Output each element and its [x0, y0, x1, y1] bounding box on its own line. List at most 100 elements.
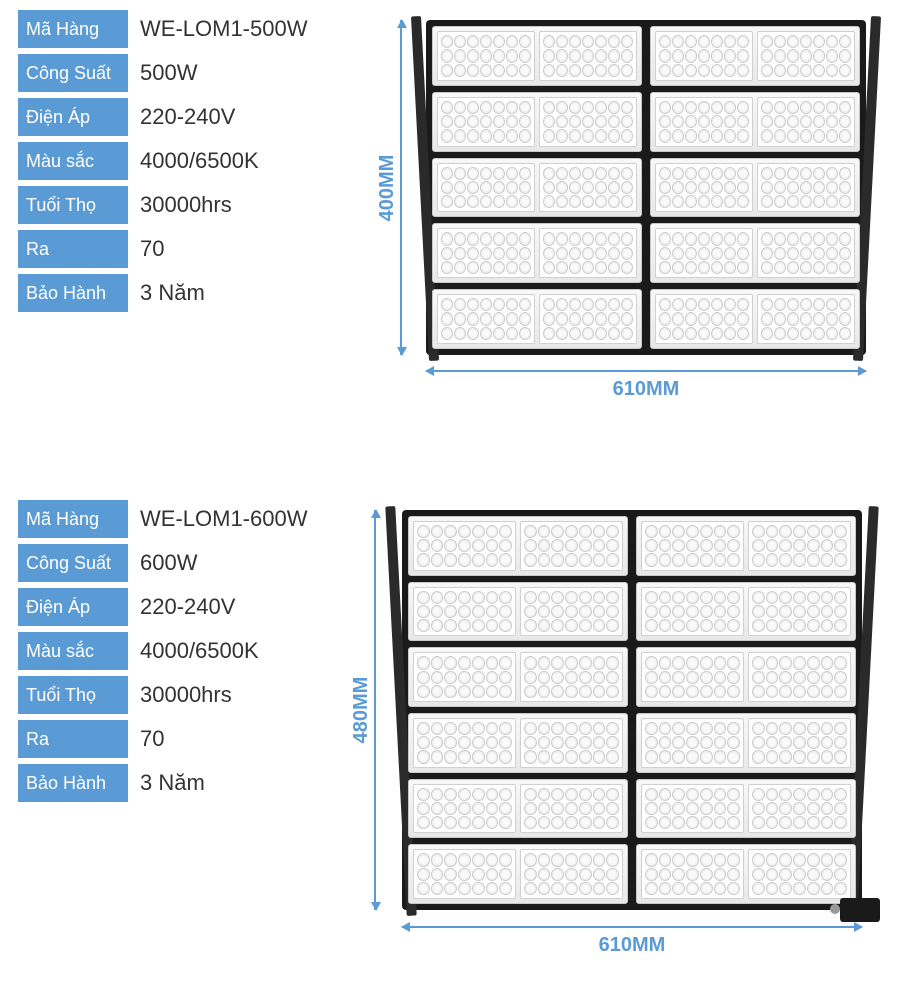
spec-table: Mã Hàng WE-LOM1-500W Công Suất 500W Điện…	[18, 10, 328, 318]
spec-row-warranty: Bảo Hành 3 Năm	[18, 764, 328, 802]
dimension-height-line	[400, 20, 402, 355]
product-diagram: 480MM 610MM	[360, 510, 880, 910]
led-panel	[437, 294, 535, 344]
spec-row-voltage: Điện Áp 220-240V	[18, 588, 328, 626]
led-panel	[641, 718, 744, 768]
spec-label-color: Màu sắc	[18, 142, 128, 180]
spec-value-code: WE-LOM1-600W	[128, 506, 307, 532]
led-module	[636, 516, 856, 576]
spec-table: Mã Hàng WE-LOM1-600W Công Suất 600W Điện…	[18, 500, 328, 808]
led-panel	[748, 521, 851, 571]
led-panel	[413, 521, 516, 571]
led-module	[432, 92, 642, 152]
led-column-left	[432, 26, 642, 349]
led-module	[636, 844, 856, 904]
dimension-width-line	[402, 926, 862, 928]
mounting-foot	[840, 898, 880, 922]
product-diagram: 400MM 610MM	[390, 20, 880, 355]
spec-label-power: Công Suất	[18, 54, 128, 92]
led-panel	[520, 587, 623, 637]
spec-value-power: 600W	[128, 550, 197, 576]
dimension-width-label: 610MM	[599, 934, 666, 957]
led-panel	[437, 163, 535, 213]
dimension-height: 480MM	[374, 510, 376, 910]
spec-value-warranty: 3 Năm	[128, 280, 205, 306]
led-panel	[655, 228, 753, 278]
led-module	[408, 516, 628, 576]
dimension-width-label: 610MM	[613, 378, 680, 401]
spec-value-power: 500W	[128, 60, 197, 86]
led-panel	[757, 163, 855, 213]
led-panel	[748, 784, 851, 834]
led-module	[650, 223, 860, 283]
spec-label-warranty: Bảo Hành	[18, 764, 128, 802]
led-panel	[437, 31, 535, 81]
led-panel	[520, 849, 623, 899]
spec-label-color: Màu sắc	[18, 632, 128, 670]
spec-value-voltage: 220-240V	[128, 104, 235, 130]
spec-row-color: Màu sắc 4000/6500K	[18, 632, 328, 670]
led-module	[432, 158, 642, 218]
spec-label-ra: Ra	[18, 230, 128, 268]
spec-value-ra: 70	[128, 726, 164, 752]
led-module	[408, 582, 628, 642]
led-panel	[520, 784, 623, 834]
spec-label-voltage: Điện Áp	[18, 98, 128, 136]
led-panel	[539, 97, 637, 147]
led-panel	[757, 228, 855, 278]
led-module	[650, 92, 860, 152]
dimension-height-label: 400MM	[376, 154, 399, 221]
spec-row-warranty: Bảo Hành 3 Năm	[18, 274, 328, 312]
spec-label-life: Tuổi Thọ	[18, 676, 128, 714]
spec-label-warranty: Bảo Hành	[18, 274, 128, 312]
led-panel	[539, 294, 637, 344]
led-panel	[437, 97, 535, 147]
product-block-1: Mã Hàng WE-LOM1-500W Công Suất 500W Điện…	[0, 10, 900, 450]
led-panel	[520, 652, 623, 702]
led-panel	[413, 652, 516, 702]
led-module	[408, 844, 628, 904]
spec-label-life: Tuổi Thọ	[18, 186, 128, 224]
spec-row-ra: Ra 70	[18, 230, 328, 268]
led-panel	[437, 228, 535, 278]
led-panel	[655, 97, 753, 147]
led-module	[432, 26, 642, 86]
spec-value-warranty: 3 Năm	[128, 770, 205, 796]
led-module	[408, 647, 628, 707]
dimension-height: 400MM	[400, 20, 402, 355]
spec-value-code: WE-LOM1-500W	[128, 16, 307, 42]
led-panel	[641, 849, 744, 899]
dimension-height-line	[374, 510, 376, 910]
led-module	[636, 582, 856, 642]
led-panel	[539, 31, 637, 81]
led-panel	[757, 97, 855, 147]
led-panel	[641, 587, 744, 637]
led-column-left	[408, 516, 628, 904]
led-module	[636, 713, 856, 773]
led-module	[636, 779, 856, 839]
dimension-width-line	[426, 370, 866, 372]
led-panel	[655, 294, 753, 344]
led-panel	[655, 163, 753, 213]
spec-value-color: 4000/6500K	[128, 148, 259, 174]
led-panel	[655, 31, 753, 81]
led-column-right	[650, 26, 860, 349]
led-module	[636, 647, 856, 707]
led-module	[432, 223, 642, 283]
spec-row-code: Mã Hàng WE-LOM1-600W	[18, 500, 328, 538]
spec-row-voltage: Điện Áp 220-240V	[18, 98, 328, 136]
dimension-height-label: 480MM	[350, 677, 373, 744]
product-block-2: Mã Hàng WE-LOM1-600W Công Suất 600W Điện…	[0, 500, 900, 980]
dimension-width: 610MM	[426, 370, 866, 401]
spec-row-life: Tuổi Thọ 30000hrs	[18, 186, 328, 224]
spec-row-life: Tuổi Thọ 30000hrs	[18, 676, 328, 714]
led-module	[650, 158, 860, 218]
spec-value-color: 4000/6500K	[128, 638, 259, 664]
led-panel	[520, 718, 623, 768]
spec-label-voltage: Điện Áp	[18, 588, 128, 626]
led-panel	[539, 228, 637, 278]
led-panel	[539, 163, 637, 213]
floodlight-render	[426, 20, 866, 355]
spec-label-code: Mã Hàng	[18, 500, 128, 538]
spec-value-ra: 70	[128, 236, 164, 262]
